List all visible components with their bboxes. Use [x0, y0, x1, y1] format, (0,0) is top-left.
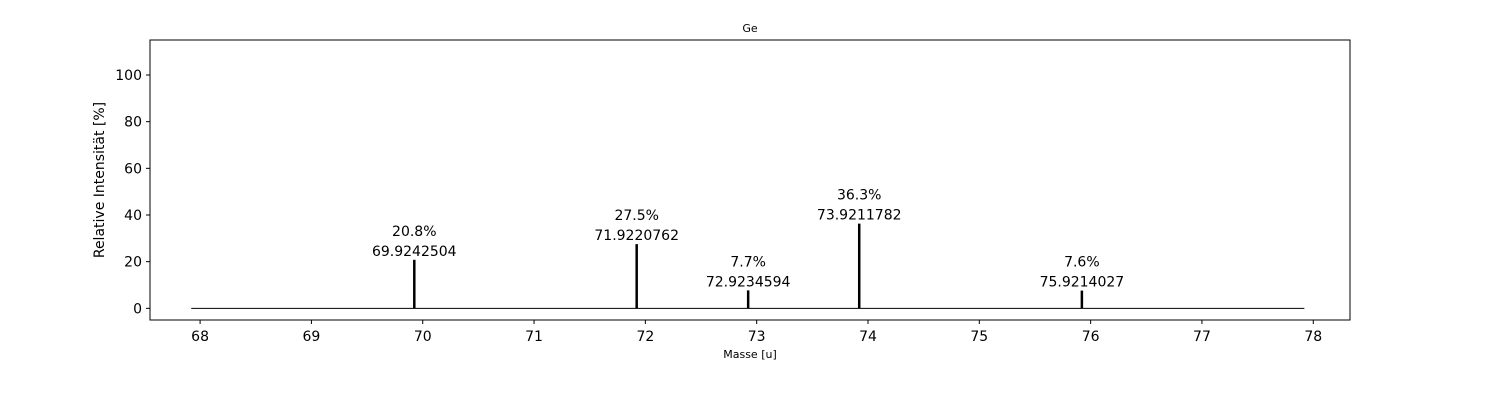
y-axis-label: Relative Intensität [%]	[92, 102, 108, 258]
y-tick-label: 100	[115, 68, 142, 84]
x-tick-label: 75	[970, 329, 988, 345]
y-tick-label: 40	[124, 208, 142, 224]
peak-percent-label: 7.6%	[1064, 255, 1100, 271]
peak-percent-label: 27.5%	[614, 208, 658, 224]
x-tick-label: 72	[636, 329, 654, 345]
x-axis-ticks: 68 69 70 71 72 73 74 75 76 77 78	[191, 320, 1322, 345]
peak-mass-label: 75.9214027	[1040, 275, 1125, 291]
y-tick-label: 80	[124, 115, 142, 131]
peak-mass-label: 73.9211782	[817, 208, 902, 224]
x-tick-label: 70	[414, 329, 432, 345]
plot-area: 20.8% 69.9242504 27.5% 71.9220762 7.7% 72.923…	[191, 188, 1305, 309]
peak-percent-label: 20.8%	[392, 224, 436, 240]
x-axis-label: Masse [u]	[723, 348, 777, 361]
x-tick-label: 74	[859, 329, 877, 345]
y-tick-label: 0	[133, 301, 142, 317]
peak-mass-label: 69.9242504	[372, 244, 457, 260]
peak-mass-label: 72.9234594	[706, 274, 791, 290]
chart-title: Ge	[742, 22, 758, 35]
x-tick-label: 69	[302, 329, 320, 345]
x-tick-label: 73	[748, 329, 766, 345]
peak-percent-label: 7.7%	[730, 254, 766, 270]
y-axis-ticks: 0 20 40 60 80 100	[115, 68, 150, 317]
x-tick-label: 78	[1304, 329, 1322, 345]
y-tick-label: 20	[124, 255, 142, 271]
axes-frame	[149, 39, 1351, 321]
y-tick-label: 60	[124, 161, 142, 177]
x-tick-label: 71	[525, 329, 543, 345]
x-tick-label: 77	[1193, 329, 1211, 345]
x-tick-label: 76	[1082, 329, 1100, 345]
x-tick-label: 68	[191, 329, 209, 345]
peak-percent-label: 36.3%	[837, 188, 881, 204]
peak-mass-label: 71.9220762	[594, 228, 679, 244]
